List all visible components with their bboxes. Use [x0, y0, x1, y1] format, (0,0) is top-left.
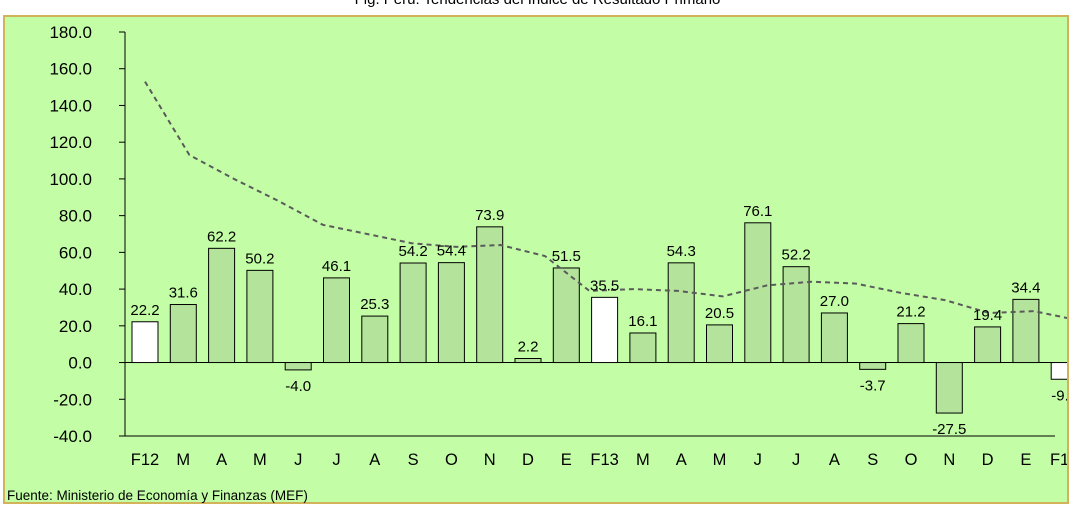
x-tick-label: J [792, 451, 800, 469]
bar [437, 262, 465, 364]
x-tick-label: D [522, 451, 534, 469]
bar [284, 362, 312, 371]
bar [629, 332, 657, 364]
data-label: 19.4 [973, 307, 1002, 324]
data-label: 31.6 [169, 285, 198, 302]
data-label: 54.4 [437, 243, 466, 260]
y-axis: 180.0 160.0 140.0 120.0 100.0 80.0 60.0 40.0 20.… [49, 23, 1055, 446]
data-label: 54.3 [667, 243, 696, 260]
x-axis: F12 M A M J J A S O N D E F13 M A M J J A S O N D E F14 [125, 435, 1067, 469]
y-tick-label: 100.0 [49, 170, 92, 189]
data-label: 46.1 [322, 258, 351, 275]
x-tick-label: M [713, 451, 727, 469]
bar [859, 362, 887, 370]
data-label: -3.7 [860, 377, 886, 394]
bar [667, 262, 695, 364]
bar [323, 277, 350, 364]
data-label: 2.2 [518, 339, 539, 356]
data-label: 22.2 [130, 302, 159, 319]
y-tick-label: -20.0 [53, 390, 92, 409]
bar [514, 358, 542, 364]
x-tick-label: J [294, 451, 302, 469]
y-tick-label: 40.0 [59, 280, 92, 299]
bar [782, 266, 810, 364]
data-label: 54.2 [398, 243, 427, 260]
x-tick-label: S [867, 451, 878, 469]
bar [706, 324, 733, 364]
bar [169, 304, 197, 364]
x-tick-label: F12 [131, 451, 159, 469]
y-tick-label: 140.0 [49, 96, 92, 115]
y-tick-label: 120.0 [49, 133, 92, 152]
data-label: 34.4 [1011, 279, 1040, 296]
source-note: Fuente: Ministerio de Economía y Finanza… [7, 488, 308, 503]
x-tick-label: A [676, 451, 687, 469]
data-label: 51.5 [552, 248, 581, 265]
x-tick-label: D [982, 451, 994, 469]
data-label: 27.0 [820, 293, 849, 310]
x-tick-label: N [943, 451, 955, 469]
data-label: 76.1 [743, 203, 772, 220]
bar [1012, 298, 1040, 364]
chart-panel: 180.0 160.0 140.0 120.0 100.0 80.0 60.0 40.0 20.… [3, 15, 1069, 504]
data-label: 16.1 [628, 313, 657, 330]
x-tick-label: E [1020, 451, 1031, 469]
bar [935, 362, 963, 414]
data-label: 73.9 [475, 207, 504, 224]
y-tick-label: 60.0 [59, 243, 92, 262]
x-tick-label: M [636, 451, 650, 469]
bar [820, 312, 848, 364]
bar [974, 326, 1002, 364]
y-tick-label: 160.0 [49, 60, 92, 79]
x-tick-label: F13 [590, 451, 618, 469]
x-tick-label: J [754, 451, 762, 469]
bar [476, 226, 504, 364]
y-tick-label: 80.0 [59, 207, 92, 226]
data-label: 21.2 [896, 304, 925, 321]
y-tick-label: -40.0 [53, 427, 92, 446]
x-tick-label: O [905, 451, 918, 469]
x-tick-label: N [484, 451, 496, 469]
bar [208, 247, 236, 364]
data-label: -9.1 [1051, 387, 1067, 404]
chart-title: Fig. Perú: Tendencias del Índice de Resu… [0, 0, 1075, 8]
bar [591, 296, 619, 364]
data-label: -4.0 [285, 378, 311, 395]
data-label: 52.2 [781, 247, 810, 264]
trend-line-path [144, 81, 1067, 320]
bar [1050, 362, 1067, 380]
bars [131, 222, 1067, 414]
bar [131, 321, 159, 364]
x-tick-label: A [369, 451, 380, 469]
bar [897, 323, 925, 364]
x-tick-label: S [408, 451, 419, 469]
x-tick-label: O [445, 451, 458, 469]
x-tick-label: E [561, 451, 572, 469]
y-tick-label: 20.0 [59, 317, 92, 336]
y-tick-label: 0.0 [68, 354, 92, 373]
data-label: 20.5 [705, 305, 734, 322]
x-tick-label: A [829, 451, 840, 469]
x-tick-label: J [332, 451, 340, 469]
data-labels: 22.2 31.6 62.2 50.2 -4.0 46.1 25.3 54.2 54.4 73.9… [130, 203, 1067, 438]
x-tick-label: A [216, 451, 227, 469]
x-tick-label: F14 [1050, 451, 1067, 469]
x-tick-label: M [176, 451, 190, 469]
bar [744, 222, 772, 364]
y-tick-label: 180.0 [49, 23, 92, 42]
bar [246, 269, 274, 364]
data-label: 50.2 [245, 250, 274, 267]
bar-chart: 180.0 160.0 140.0 120.0 100.0 80.0 60.0 40.0 20.… [49, 23, 1067, 469]
data-label: 25.3 [360, 296, 389, 313]
data-label: -27.5 [932, 421, 966, 438]
bar [552, 267, 580, 364]
trend-line [144, 81, 1067, 320]
data-label: 62.2 [207, 228, 236, 245]
x-tick-label: M [253, 451, 267, 469]
bar [399, 262, 427, 364]
data-label: 35.5 [590, 277, 619, 294]
bar [361, 315, 389, 364]
